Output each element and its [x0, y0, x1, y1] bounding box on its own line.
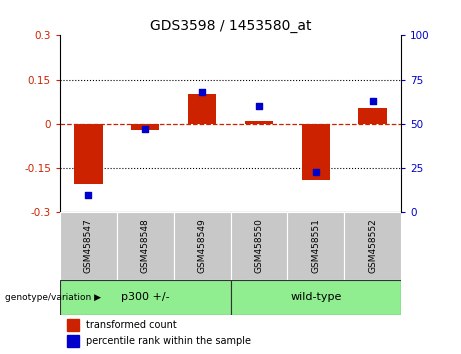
Point: [85, 192, 92, 198]
Text: GSM458551: GSM458551: [311, 218, 320, 274]
Bar: [74, 124, 102, 184]
Point: [198, 89, 206, 95]
Text: genotype/variation ▶: genotype/variation ▶: [5, 293, 100, 302]
Text: GSM458550: GSM458550: [254, 218, 263, 274]
Bar: [174, 212, 230, 280]
Text: GSM458547: GSM458547: [84, 219, 93, 273]
Text: transformed count: transformed count: [86, 320, 177, 330]
Text: GSM458552: GSM458552: [368, 219, 377, 273]
Bar: [188, 95, 216, 124]
Text: GSM458548: GSM458548: [141, 219, 150, 273]
Bar: [117, 212, 174, 280]
Bar: [287, 212, 344, 280]
Bar: [358, 108, 387, 124]
Bar: [230, 280, 401, 315]
Text: percentile rank within the sample: percentile rank within the sample: [86, 336, 251, 346]
Point: [142, 126, 149, 132]
Bar: [60, 280, 230, 315]
Point: [369, 98, 376, 104]
Bar: [301, 124, 330, 180]
Bar: [131, 124, 160, 130]
Bar: [67, 319, 79, 331]
Bar: [60, 212, 117, 280]
Text: GSM458549: GSM458549: [198, 219, 207, 273]
Point: [312, 169, 319, 175]
Text: wild-type: wild-type: [290, 292, 342, 302]
Title: GDS3598 / 1453580_at: GDS3598 / 1453580_at: [150, 19, 311, 33]
Bar: [344, 212, 401, 280]
Point: [255, 103, 263, 109]
Bar: [245, 121, 273, 124]
Text: p300 +/-: p300 +/-: [121, 292, 170, 302]
Bar: [67, 335, 79, 347]
Bar: [230, 212, 287, 280]
